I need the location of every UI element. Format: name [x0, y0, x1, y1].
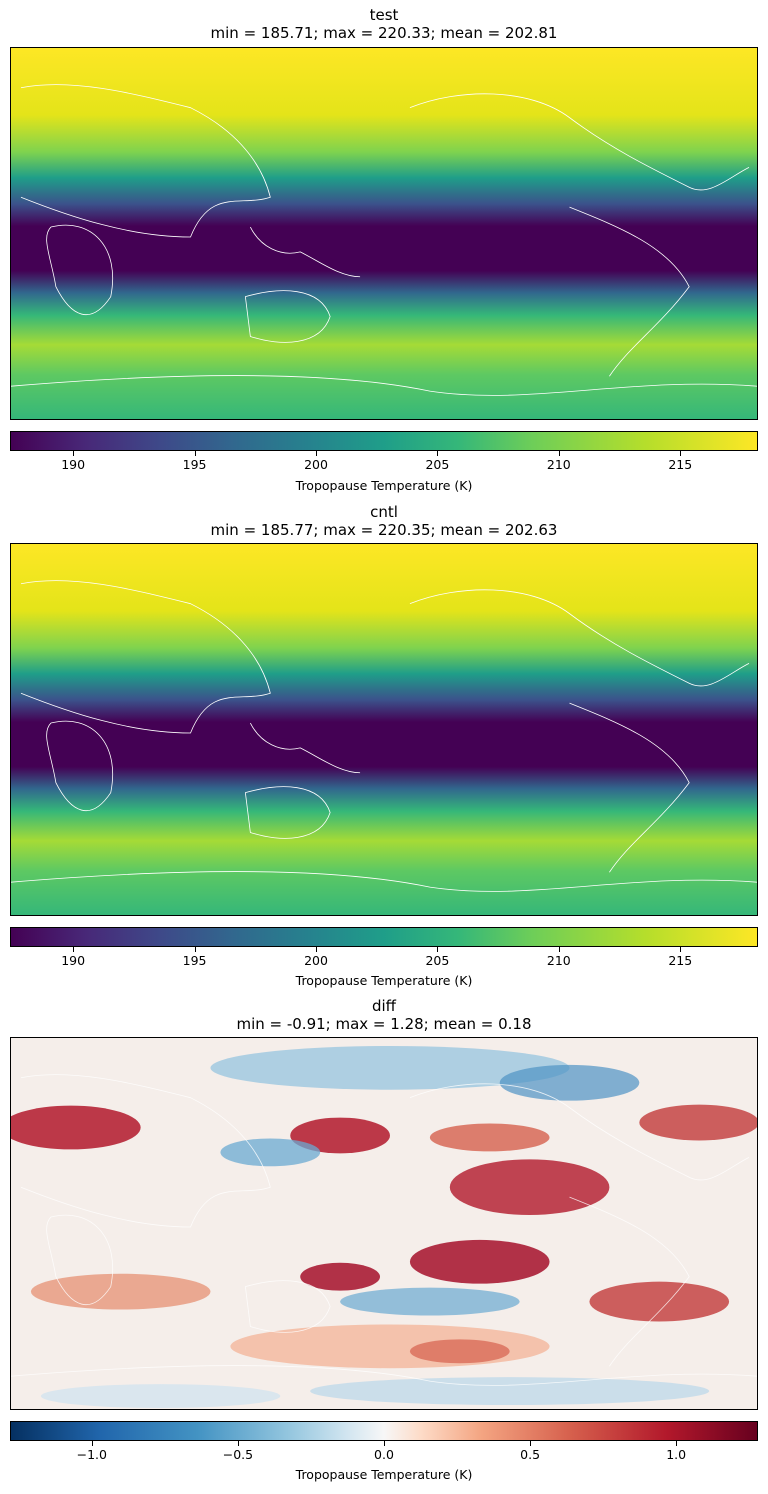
test-colorbar-tick-label: 200 — [304, 457, 328, 472]
diff-colorbar-tick — [530, 1441, 532, 1446]
test-colorbar-label: Tropopause Temperature (K) — [295, 478, 473, 493]
cntl-colorbar-tick-label: 215 — [668, 953, 693, 968]
diff-colorbar-tick — [237, 1441, 239, 1446]
cntl-stats: min = 185.77; max = 220.35; mean = 202.6… — [210, 521, 558, 539]
cntl-colorbar-tick — [558, 947, 560, 952]
diff-colorbar — [10, 1421, 758, 1441]
diff-colorbar-tick-label: −1.0 — [76, 1447, 107, 1462]
coastlines — [11, 1074, 757, 1386]
cntl-map — [10, 543, 758, 916]
cntl-colorbar-tick-label: 205 — [425, 953, 450, 968]
test-colorbar-tick-label: 205 — [425, 457, 450, 472]
diff-map — [10, 1037, 758, 1410]
diff-colorbar-tick-label: −0.5 — [222, 1447, 254, 1462]
diff-anomalies — [11, 1045, 757, 1409]
cntl-colorbar-tick-label: 190 — [61, 953, 86, 968]
diff-stats: min = -0.91; max = 1.28; mean = 0.18 — [236, 1015, 532, 1033]
diff-colorbar-tick-label: 0.0 — [374, 1447, 394, 1462]
cntl-colorbar-tick-label: 200 — [304, 953, 328, 968]
test-colorbar-tick — [73, 451, 75, 456]
cntl-colorbar-tick — [194, 947, 196, 952]
cntl-colorbar-tick — [437, 947, 439, 952]
diff-colorbar-tick — [91, 1441, 93, 1446]
cntl-colorbar-tick — [316, 947, 317, 952]
test-map — [10, 47, 758, 420]
cntl-colorbar-tick — [73, 947, 75, 952]
cntl-colorbar-tick-label: 195 — [182, 953, 207, 968]
diff-colorbar-tick — [676, 1441, 678, 1446]
diff-colorbar-tick — [384, 1441, 385, 1446]
test-colorbar-tick — [680, 451, 682, 456]
test-title: test — [369, 6, 399, 24]
cntl-colorbar — [10, 927, 758, 947]
test-colorbar-tick-label: 195 — [182, 457, 207, 472]
cntl-colorbar-label: Tropopause Temperature (K) — [295, 973, 473, 988]
diff-title: diff — [371, 997, 397, 1015]
test-colorbar-tick — [316, 451, 317, 456]
coastlines — [11, 580, 757, 892]
diff-colorbar-tick-label: 0.5 — [520, 1447, 541, 1462]
test-colorbar-tick — [437, 451, 439, 456]
test-colorbar-tick-label: 215 — [668, 457, 693, 472]
test-field — [11, 48, 757, 419]
cntl-field — [11, 544, 757, 915]
test-colorbar-tick-label: 210 — [546, 457, 571, 472]
coastlines — [11, 84, 757, 396]
diff-colorbar-tick-label: 1.0 — [666, 1447, 687, 1462]
test-colorbar — [10, 431, 758, 451]
test-colorbar-tick-label: 190 — [61, 457, 86, 472]
test-stats: min = 185.71; max = 220.33; mean = 202.8… — [210, 24, 558, 42]
cntl-title: cntl — [370, 503, 398, 521]
diff-colorbar-label: Tropopause Temperature (K) — [295, 1467, 473, 1482]
test-colorbar-tick — [194, 451, 196, 456]
test-colorbar-tick — [558, 451, 560, 456]
cntl-colorbar-tick — [680, 947, 682, 952]
cntl-colorbar-tick-label: 210 — [546, 953, 571, 968]
